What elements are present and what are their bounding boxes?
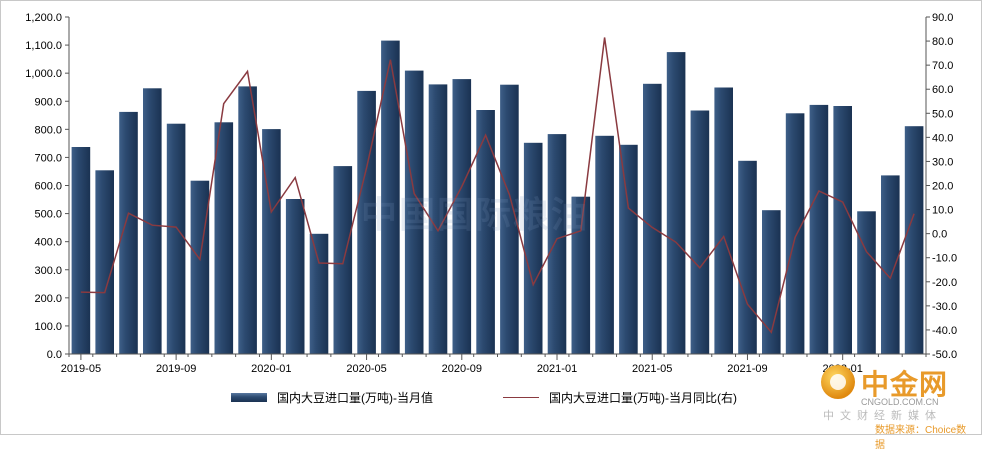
bar-2021-07 bbox=[690, 110, 710, 354]
chart-legend: 国内大豆进口量(万吨)-当月值 国内大豆进口量(万吨)-当月同比(右) bbox=[231, 389, 807, 406]
y-right-tick-label: -40.0 bbox=[932, 325, 957, 337]
y-right-tick-label: -30.0 bbox=[932, 301, 957, 313]
bar-2021-12 bbox=[809, 104, 829, 355]
logo-slogan: 中文财经新媒体 bbox=[823, 410, 942, 422]
legend-bar-label: 国内大豆进口量(万吨)-当月值 bbox=[277, 391, 433, 405]
brand-logo: 中金网 CNGOLD.COM.CN 中文财经新媒体 数据来源：Choice数据 bbox=[815, 361, 975, 451]
y-left-tick-label: 100.0 bbox=[34, 321, 62, 333]
bar-2021-02 bbox=[571, 196, 591, 354]
coin-icon bbox=[821, 365, 855, 399]
chart-plot: 0.0 100.0 200.0 300.0 400.0 500.0 600.0 700.0 80… bbox=[25, 12, 957, 375]
bar-2019-10 bbox=[190, 180, 210, 354]
bar-2020-09 bbox=[452, 79, 472, 354]
bar-2020-11 bbox=[500, 84, 519, 354]
bar-2022-04 bbox=[904, 126, 924, 354]
y-left-tick-label: 700.0 bbox=[34, 152, 62, 164]
bar-2022-01 bbox=[833, 106, 852, 354]
bar-2020-02 bbox=[285, 199, 305, 354]
y-right-tick-label: 40.0 bbox=[932, 132, 953, 144]
bar-2019-11 bbox=[214, 122, 234, 354]
bar-2021-04 bbox=[619, 144, 638, 354]
bar-2021-11 bbox=[785, 113, 805, 354]
watermark-text: 中国国际粮油 bbox=[361, 194, 590, 235]
bar-2021-09 bbox=[738, 160, 757, 354]
bar-2020-03 bbox=[309, 233, 329, 354]
y-left-tick-label: 200.0 bbox=[34, 293, 62, 305]
legend-line-swatch bbox=[503, 397, 539, 398]
bar-2021-01 bbox=[547, 134, 567, 354]
bar-2022-03 bbox=[881, 175, 900, 354]
y-right-tick-label: -50.0 bbox=[932, 349, 957, 361]
legend-bar-swatch bbox=[231, 393, 267, 402]
y-left-tick-label: 800.0 bbox=[34, 124, 62, 136]
bar-2021-10 bbox=[762, 210, 781, 354]
x-tick-label: 2020-09 bbox=[442, 363, 482, 375]
y-right-tick-label: 50.0 bbox=[932, 108, 953, 120]
bar-2021-06 bbox=[666, 52, 686, 354]
bar-2019-07 bbox=[119, 111, 138, 355]
yoy-line bbox=[80, 37, 915, 334]
x-tick-label: 2021-09 bbox=[727, 363, 767, 375]
bar-2020-07 bbox=[404, 70, 424, 354]
x-tick-label: 2019-09 bbox=[156, 363, 196, 375]
bar-2020-04 bbox=[333, 166, 353, 354]
bar-2020-06 bbox=[381, 40, 400, 354]
logo-name: 中金网 bbox=[861, 369, 949, 400]
y-right-tick-label: 0.0 bbox=[932, 229, 947, 241]
y-left-tick-label: 400.0 bbox=[34, 237, 62, 249]
data-source-label: 数据来源：Choice数据 bbox=[875, 425, 967, 451]
bar-2019-08 bbox=[143, 88, 162, 355]
x-tick-label: 2019-05 bbox=[61, 363, 101, 375]
y-left-tick-label: 1,100.0 bbox=[25, 40, 62, 52]
bar-2021-05 bbox=[643, 83, 662, 355]
bar-2022-02 bbox=[857, 211, 876, 354]
y-right-tick-label: 70.0 bbox=[932, 60, 953, 72]
y-right-tick-label: -20.0 bbox=[932, 277, 957, 289]
x-tick-label: 2020-01 bbox=[251, 363, 291, 375]
y-left-tick-label: 1,000.0 bbox=[25, 68, 62, 80]
y-left-tick-label: 1,200.0 bbox=[25, 12, 62, 24]
x-tick-label: 2021-05 bbox=[632, 363, 672, 375]
logo-domain: CNGOLD.COM.CN bbox=[861, 397, 939, 407]
legend-item-bar: 国内大豆进口量(万吨)-当月值 bbox=[231, 389, 433, 406]
y-left-tick-label: 300.0 bbox=[34, 265, 62, 277]
y-left-tick-label: 0.0 bbox=[47, 349, 62, 361]
bar-2020-12 bbox=[523, 142, 543, 354]
x-tick-label: 2021-01 bbox=[537, 363, 577, 375]
bar-2021-08 bbox=[714, 87, 733, 354]
bar-2020-10 bbox=[476, 110, 495, 354]
bar-2021-03 bbox=[595, 135, 614, 354]
x-tick-label: 2020-05 bbox=[346, 363, 386, 375]
bar-2020-05 bbox=[357, 90, 376, 355]
y-right-tick-label: -10.0 bbox=[932, 253, 957, 265]
y-right-tick-label: 10.0 bbox=[932, 205, 953, 217]
y-right-tick-label: 60.0 bbox=[932, 84, 953, 96]
y-left-tick-label: 500.0 bbox=[34, 209, 62, 221]
bar-2019-09 bbox=[166, 123, 186, 354]
legend-item-line: 国内大豆进口量(万吨)-当月同比(右) bbox=[503, 389, 737, 406]
y-right-tick-label: 30.0 bbox=[932, 156, 953, 168]
y-right-tick-label: 80.0 bbox=[932, 36, 953, 48]
bar-2020-01 bbox=[262, 129, 281, 354]
bar-2019-05 bbox=[71, 147, 91, 354]
bar-2019-06 bbox=[95, 170, 114, 354]
bar-2019-12 bbox=[238, 86, 257, 355]
y-left-tick-label: 600.0 bbox=[34, 181, 62, 193]
y-right-tick-label: 90.0 bbox=[932, 12, 953, 24]
y-right-tick-label: 20.0 bbox=[932, 181, 953, 193]
legend-line-label: 国内大豆进口量(万吨)-当月同比(右) bbox=[549, 391, 737, 405]
y-left-tick-label: 900.0 bbox=[34, 96, 62, 108]
bar-2020-08 bbox=[428, 84, 448, 355]
